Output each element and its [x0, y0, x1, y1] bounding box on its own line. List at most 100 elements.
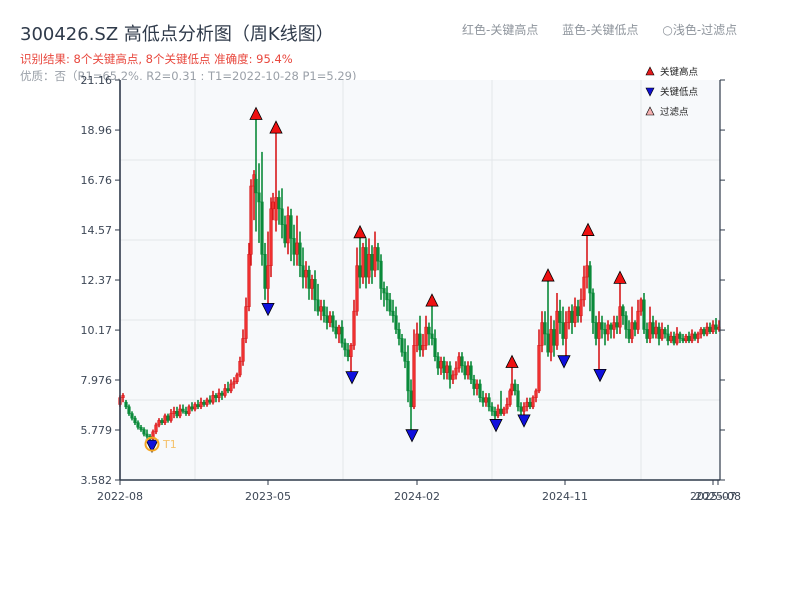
- candle-down: [621, 306, 625, 317]
- candle-up: [573, 306, 577, 323]
- key-high-marker-icon: [269, 120, 283, 134]
- candle-down: [260, 201, 264, 255]
- candle-down: [433, 338, 437, 358]
- candle-down: [406, 360, 410, 392]
- color-legend-note: 红色-关键高点 蓝色-关键低点 ○浅色-过滤点: [462, 21, 737, 38]
- legend-low-icon: [645, 87, 655, 97]
- candle-down: [552, 329, 556, 346]
- candle-up: [249, 185, 253, 255]
- candle-up: [466, 365, 470, 376]
- candle-up: [648, 322, 652, 339]
- candle-up: [319, 306, 323, 312]
- candle-down: [196, 404, 200, 408]
- candle-down: [472, 379, 476, 389]
- candle-up: [502, 408, 506, 414]
- t1-label: T1: [162, 438, 177, 451]
- candle-up: [310, 279, 314, 289]
- candle-up: [540, 322, 544, 346]
- candle-up: [522, 406, 526, 412]
- candle-up: [412, 345, 416, 408]
- candle-down: [418, 333, 422, 351]
- candle-down: [202, 401, 206, 405]
- note-red-high: 红色-关键高点: [462, 23, 539, 37]
- axes: 3.582 5.779 7.976 10.17 12.37 14.57 16.76 18.96…: [81, 74, 741, 503]
- y-tick-label: 16.76: [81, 174, 113, 187]
- candle-down: [576, 306, 580, 317]
- candle-up: [241, 338, 245, 362]
- candle-down: [313, 279, 317, 301]
- candle-up: [286, 215, 290, 244]
- key-high-marker-icon: [249, 106, 263, 120]
- y-tick-label: 5.779: [81, 424, 113, 437]
- candle-down: [708, 326, 712, 332]
- legend-label: 过滤点: [660, 106, 689, 118]
- candle-down: [651, 322, 655, 335]
- candle-down: [609, 324, 613, 330]
- candles: [118, 115, 721, 441]
- candle-up: [451, 374, 455, 380]
- candle-down: [603, 329, 607, 335]
- key-high-marker-icon: [425, 293, 439, 307]
- plot-area: [120, 80, 720, 480]
- candle-up: [217, 392, 221, 398]
- candle-down: [391, 310, 395, 317]
- y-tick-label: 7.976: [81, 374, 113, 387]
- candle-down: [490, 406, 494, 412]
- candle-up: [439, 360, 443, 369]
- candle-up: [639, 299, 643, 312]
- x-tick-label: 2025-08: [695, 490, 741, 503]
- candle-down: [307, 269, 311, 289]
- candle-up: [654, 326, 658, 335]
- candle-down: [627, 329, 631, 339]
- candle-down: [615, 322, 619, 328]
- candle-down: [397, 329, 401, 339]
- key-low-marker-icon: [261, 302, 275, 317]
- candle-down: [325, 315, 329, 323]
- candle-up: [454, 367, 458, 376]
- candle-up: [597, 322, 601, 339]
- candle-down: [400, 338, 404, 353]
- candle-up: [269, 208, 273, 266]
- candle-up: [337, 326, 341, 335]
- y-tick-label: 21.16: [81, 74, 113, 87]
- candle-down: [487, 397, 491, 408]
- candle-down: [175, 411, 179, 417]
- candle-up: [193, 404, 197, 410]
- key-low-marker-icon: [593, 368, 607, 383]
- legend-label: 关键低点: [660, 86, 699, 98]
- candle-down: [600, 322, 604, 330]
- candle-up: [205, 399, 209, 405]
- key-high-marker-icon: [541, 268, 555, 282]
- candle-up: [199, 401, 203, 408]
- candle-down: [130, 413, 134, 419]
- candle-down: [385, 292, 389, 301]
- candle-down: [493, 411, 497, 417]
- legend-label: 关键高点: [660, 66, 699, 78]
- candle-up: [445, 365, 449, 373]
- candle-up: [567, 310, 571, 323]
- candle-down: [519, 406, 523, 412]
- candle-down: [678, 333, 682, 339]
- candle-down: [436, 356, 440, 369]
- candle-down: [343, 342, 347, 351]
- candle-down: [499, 408, 503, 414]
- candle-down: [460, 356, 464, 367]
- candle-up: [612, 322, 616, 330]
- candle-down: [672, 335, 676, 344]
- candle-down: [546, 333, 550, 353]
- candle-down: [702, 329, 706, 335]
- candle-up: [684, 335, 688, 342]
- candle-up: [154, 424, 158, 433]
- candle-up: [244, 306, 248, 339]
- candle-up: [669, 335, 673, 342]
- candle-up: [510, 383, 514, 392]
- candle-down: [334, 326, 338, 335]
- analysis-summary: 识别结果: 8个关键高点, 8个关键低点 准确度: 95.4%: [20, 52, 293, 66]
- candle-up: [579, 299, 583, 317]
- x-tick-label: 2024-11: [542, 490, 588, 503]
- candle-up: [121, 395, 125, 398]
- candle-down: [681, 338, 685, 342]
- candle-down: [594, 322, 598, 339]
- candle-down: [370, 254, 374, 271]
